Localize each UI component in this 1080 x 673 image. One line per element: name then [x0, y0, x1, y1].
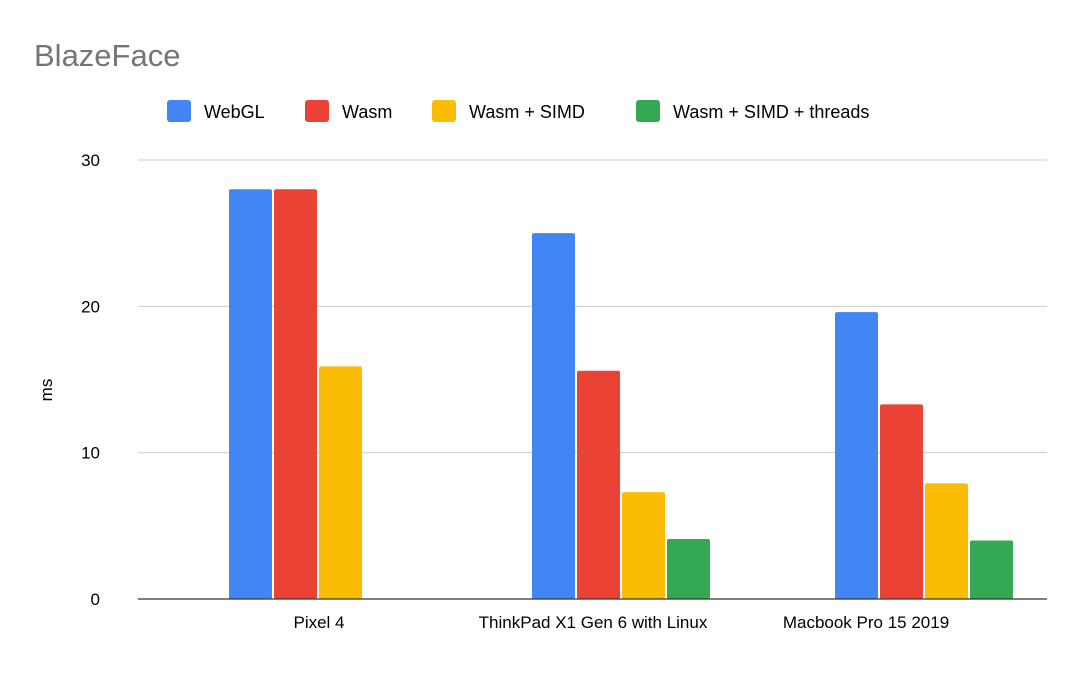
bar-webgl-1 — [532, 233, 575, 599]
legend-item: WebGL — [167, 100, 265, 122]
bar-wasm-simd-threads-1 — [667, 539, 710, 599]
legend-swatch — [305, 100, 329, 122]
y-axis-label: ms — [37, 379, 56, 402]
bar-webgl-0 — [229, 189, 272, 599]
bars — [229, 189, 1013, 599]
bar-wasm-1 — [577, 370, 620, 599]
legend-item: Wasm — [305, 100, 392, 122]
x-axis-ticks: Pixel 4 ThinkPad X1 Gen 6 with Linux Macbo… — [293, 613, 949, 632]
x-tick-label: ThinkPad X1 Gen 6 with Linux — [479, 613, 708, 632]
y-tick-label: 10 — [81, 444, 100, 463]
y-tick-label: 20 — [81, 297, 100, 316]
bar-wasm-simd-1 — [622, 492, 665, 599]
bar-wasm-0 — [274, 189, 317, 599]
y-tick-label: 30 — [81, 151, 100, 170]
bar-wasm-simd-2 — [925, 483, 968, 599]
legend-label: WebGL — [204, 102, 265, 122]
bar-wasm-simd-threads-2 — [970, 540, 1013, 599]
bar-wasm-simd-0 — [319, 366, 362, 599]
legend: WebGL Wasm Wasm + SIMD Wasm + SIMD + thread… — [167, 100, 869, 122]
legend-label: Wasm + SIMD — [469, 102, 585, 122]
x-tick-label: Pixel 4 — [293, 613, 344, 632]
bar-webgl-2 — [835, 312, 878, 599]
legend-label: Wasm + SIMD + threads — [673, 102, 869, 122]
y-axis-ticks: 0 10 20 30 — [81, 151, 100, 609]
legend-label: Wasm — [342, 102, 392, 122]
chart-title: BlazeFace — [34, 38, 180, 73]
legend-swatch — [636, 100, 660, 122]
y-tick-label: 0 — [91, 590, 100, 609]
legend-item: Wasm + SIMD — [432, 100, 585, 122]
legend-swatch — [432, 100, 456, 122]
x-tick-label: Macbook Pro 15 2019 — [783, 613, 949, 632]
legend-item: Wasm + SIMD + threads — [636, 100, 869, 122]
legend-swatch — [167, 100, 191, 122]
bar-wasm-2 — [880, 404, 923, 599]
